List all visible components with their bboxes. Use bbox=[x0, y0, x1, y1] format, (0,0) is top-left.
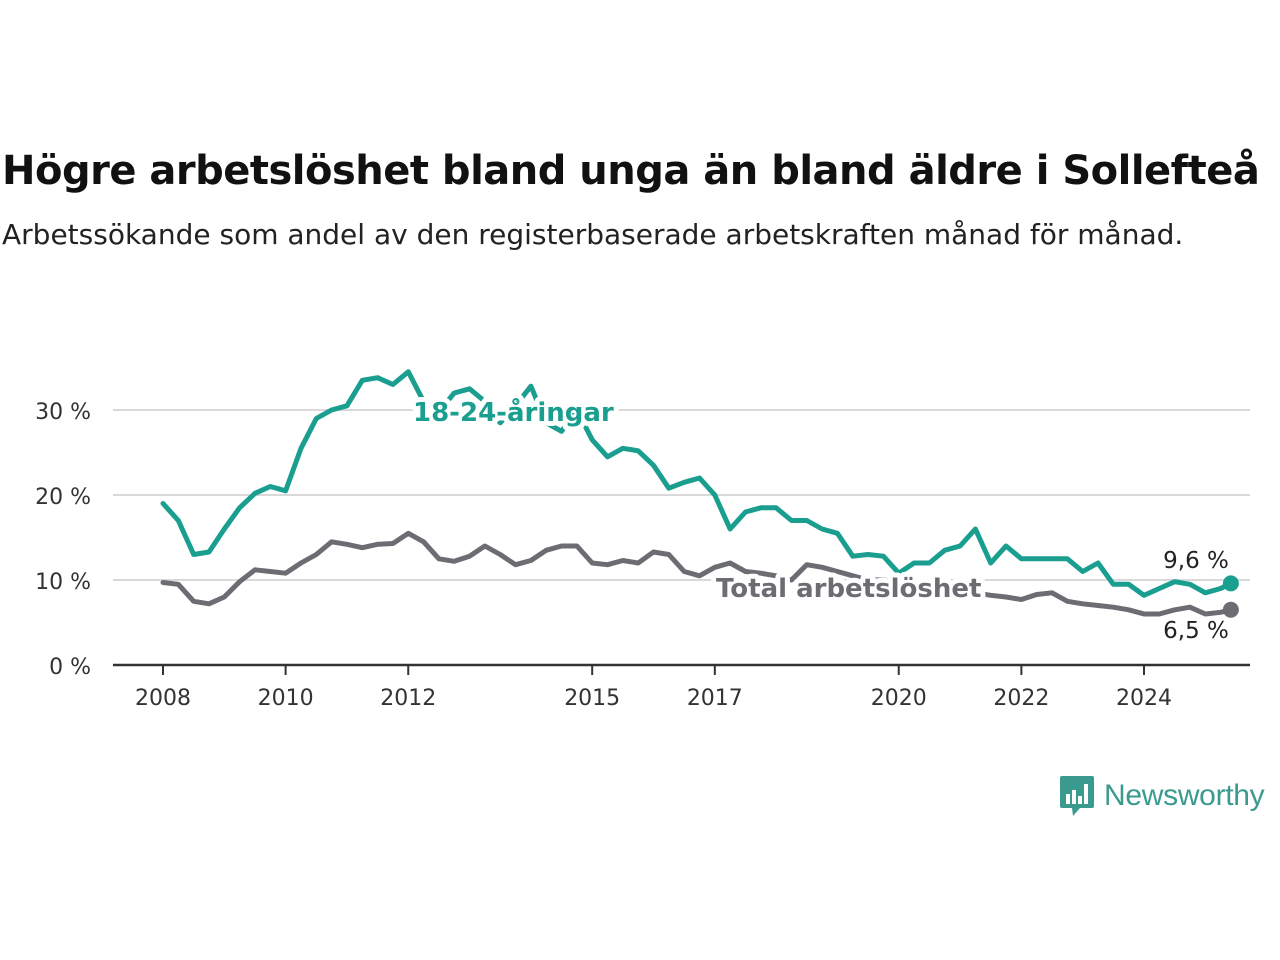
y-tick-label: 30 % bbox=[35, 400, 91, 425]
end-label-youth: 9,6 % bbox=[1163, 548, 1229, 574]
x-axis: 2008 2010 2012 2015 2017 2020 2022 2024 bbox=[113, 663, 1250, 711]
x-tick-label: 2015 bbox=[564, 686, 620, 711]
series-name-total: Total arbetslöshet bbox=[716, 574, 981, 604]
series-line bbox=[160, 530, 1234, 617]
series-name-youth-halo: 18-24-åringar bbox=[413, 396, 614, 428]
chart-subtitle: Arbetssökande som andel av den registerb… bbox=[2, 218, 1184, 251]
y-tick-label: 10 % bbox=[35, 570, 91, 595]
newsworthy-logo: Newsworthy bbox=[1058, 774, 1265, 818]
series-name-total-halo: Total arbetslöshet bbox=[716, 574, 981, 604]
x-tick-label: 2024 bbox=[1116, 686, 1172, 711]
x-tick-label: 2012 bbox=[380, 686, 436, 711]
chart-title: Högre arbetslöshet bland unga än bland ä… bbox=[2, 148, 1260, 194]
x-tick-label: 2017 bbox=[687, 686, 743, 711]
series-end-dot bbox=[1222, 575, 1239, 592]
y-tick-label: 0 % bbox=[49, 655, 91, 680]
x-tick-label: 2020 bbox=[871, 686, 927, 711]
y-axis-tick-labels: 0 % 10 % 20 % 30 % bbox=[35, 400, 91, 680]
series-lines bbox=[160, 369, 1239, 618]
series-name-youth: 18-24-åringar bbox=[413, 396, 614, 428]
series-end-dot bbox=[1222, 601, 1239, 618]
grid-lines bbox=[113, 409, 1250, 581]
bar-chart-speech-bubble-icon bbox=[1060, 776, 1094, 816]
x-tick-label: 2008 bbox=[135, 686, 191, 711]
x-tick-label: 2010 bbox=[258, 686, 314, 711]
end-label-total: 6,5 % bbox=[1163, 618, 1229, 644]
logo-text: Newsworthy bbox=[1104, 779, 1265, 812]
line-chart: 0 % 10 % 20 % 30 % 2008 2010 2012 2015 2017 2020… bbox=[35, 369, 1250, 711]
y-tick-label: 20 % bbox=[35, 485, 91, 510]
series-line bbox=[160, 369, 1234, 598]
x-tick-label: 2022 bbox=[993, 686, 1049, 711]
